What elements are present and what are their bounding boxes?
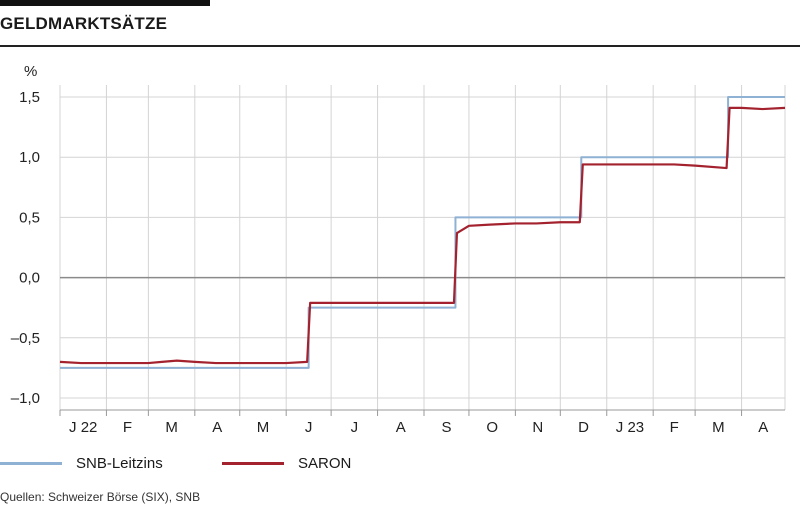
y-tick-label: –1,0 (11, 390, 40, 407)
x-tick-label: J (351, 419, 359, 436)
x-tick-label: S (441, 419, 451, 436)
legend-swatch-snb-leitzins (0, 462, 62, 465)
legend-item-snb-leitzins: SNB-Leitzins (0, 455, 163, 472)
legend-swatch-saron (222, 462, 284, 465)
y-tick-label: 1,0 (19, 149, 40, 166)
source-note: Quellen: Schweizer Börse (SIX), SNB (0, 490, 201, 504)
y-tick-label: 1,5 (19, 89, 40, 106)
y-tick-label: –0,5 (11, 330, 40, 347)
x-tick-label: F (123, 419, 132, 436)
x-tick-label: M (165, 419, 178, 436)
series-snb-leitzins (60, 96, 785, 369)
x-tick-label: D (578, 419, 589, 436)
x-tick-label: F (670, 419, 679, 436)
legend-item-saron: SARON (222, 455, 351, 472)
legend-label-saron: SARON (298, 455, 352, 472)
page-title: GELDMARKTSÄTZE (0, 14, 168, 33)
x-tick-label: O (486, 419, 498, 436)
x-tick-label: J 23 (616, 419, 644, 436)
x-tick-label: J 22 (69, 419, 97, 436)
x-tick-label: A (212, 419, 222, 436)
title-accent-bar (0, 0, 210, 6)
x-tick-label: A (396, 419, 406, 436)
x-tick-label: M (712, 419, 725, 436)
x-tick-label: J (305, 419, 313, 436)
x-tick-label: N (532, 419, 543, 436)
legend-label-snb-leitzins: SNB-Leitzins (76, 455, 163, 472)
series-saron (59, 106, 786, 365)
x-tick-label: M (257, 419, 270, 436)
y-axis-unit: % (24, 63, 37, 80)
y-tick-label: 0,5 (19, 209, 40, 226)
x-tick-label: A (758, 419, 768, 436)
y-tick-label: 0,0 (19, 270, 40, 287)
title-rule (0, 45, 800, 47)
